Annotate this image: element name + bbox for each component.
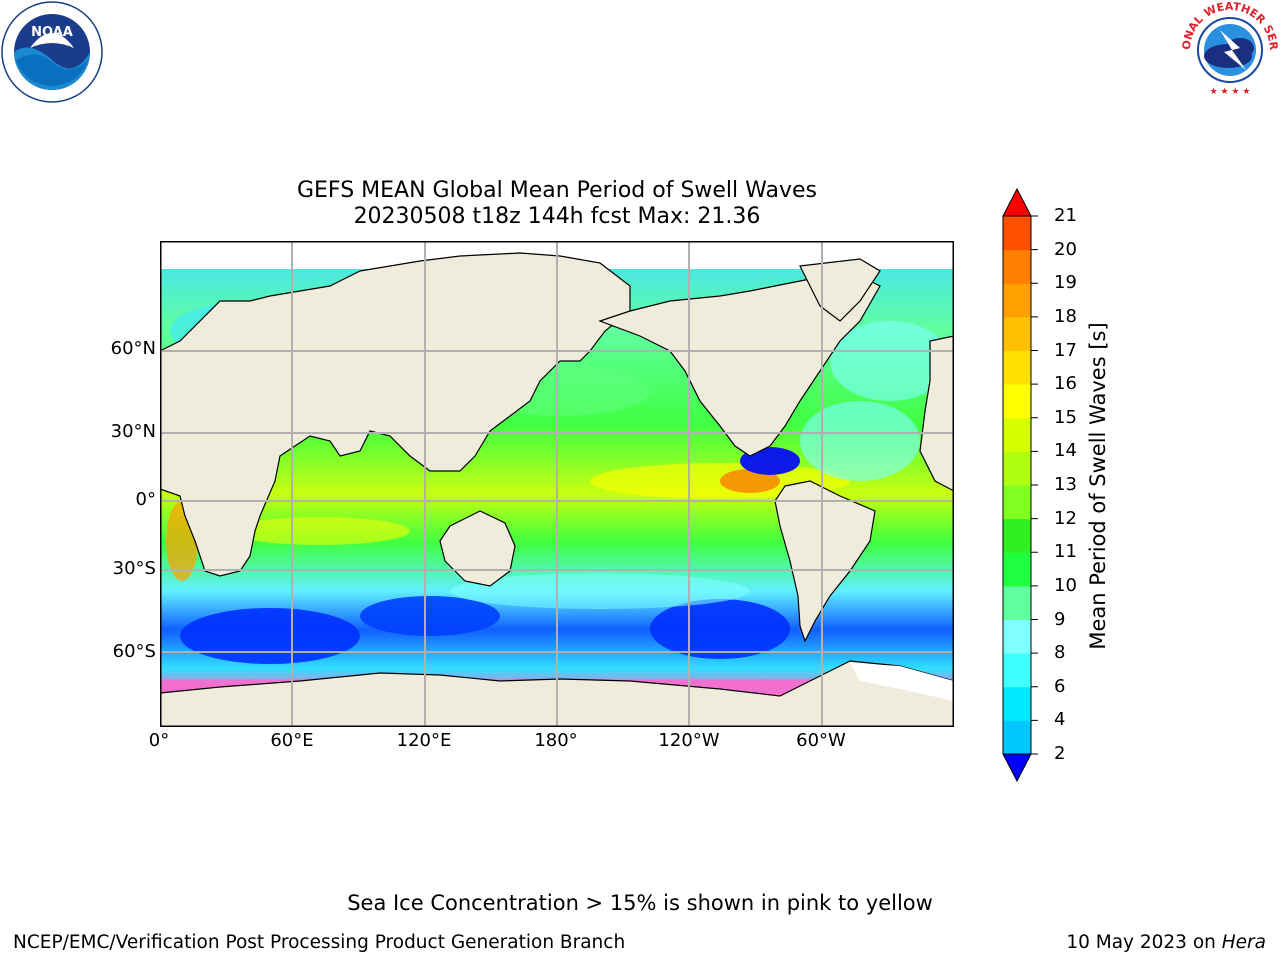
colorbar-tick-label: 6 (1054, 675, 1066, 697)
colorbar-segment (1003, 518, 1031, 553)
colorbar-label: Mean Period of Swell Waves [s] (1086, 322, 1110, 650)
graticule (160, 241, 954, 727)
colorbar-tick-label: 10 (1054, 574, 1077, 596)
sea-ice-note: Sea Ice Concentration > 15% is shown in … (347, 891, 933, 915)
footer-machine: Hera (1221, 932, 1266, 953)
lon-label-60w: 60°W (796, 730, 846, 751)
map-panel (159, 240, 955, 728)
lon-label-120e: 120°E (396, 730, 452, 751)
colorbar-segment (1003, 451, 1031, 486)
colorbar-tick-label: 16 (1054, 373, 1077, 395)
land-masses (160, 252, 954, 727)
colorbar-segment (1003, 350, 1031, 385)
colorbar-segment (1003, 585, 1031, 620)
lon-label-120w: 120°W (658, 730, 720, 751)
colorbar-segment (1003, 686, 1031, 721)
colorbar-segment (1003, 316, 1031, 351)
colorbar-tick-label: 19 (1054, 272, 1077, 294)
colorbar-over-arrow (1002, 187, 1032, 217)
colorbar-segment (1003, 720, 1031, 755)
colorbar-tick-label: 8 (1054, 642, 1066, 664)
noaa-logo-text: NOAA (31, 25, 73, 40)
lat-label-60s: 60°S (112, 641, 156, 662)
chart-subtitle: 20230508 t18z 144h fcst Max: 21.36 (353, 204, 761, 229)
colorbar-tick-label: 20 (1054, 238, 1077, 260)
colorbar-tick-label: 11 (1054, 541, 1077, 563)
colorbar-segment (1003, 653, 1031, 688)
lat-label-30n: 30°N (110, 421, 156, 442)
lon-label-0: 0° (148, 730, 170, 751)
svg-text:★ ★ ★ ★: ★ ★ ★ ★ (1210, 87, 1251, 97)
lat-label-60n: 60°N (110, 338, 156, 359)
colorbar-segment (1003, 485, 1031, 520)
footer-date: 10 May 2023 on (1066, 932, 1222, 953)
colorbar (1000, 186, 1040, 786)
colorbar-tick-label: 15 (1054, 406, 1077, 428)
chart-title: GEFS MEAN Global Mean Period of Swell Wa… (296, 178, 817, 203)
colorbar-segment (1003, 384, 1031, 419)
colorbar-segment (1003, 619, 1031, 654)
lat-label-30s: 30°S (112, 558, 156, 579)
colorbar-segment (1003, 417, 1031, 452)
colorbar-segment (1003, 216, 1031, 251)
colorbar-tick-label: 17 (1054, 339, 1077, 361)
lon-label-60e: 60°E (270, 730, 314, 751)
colorbar-under-arrow (1002, 753, 1032, 783)
colorbar-tick-label: 2 (1054, 743, 1066, 764)
colorbar-tick-label: 18 (1054, 305, 1077, 327)
colorbar-segment (1003, 249, 1031, 284)
colorbar-tick-label: 14 (1054, 440, 1077, 462)
footer-date-machine: 10 May 2023 on Hera (1066, 932, 1266, 953)
nws-logo: NATIONAL WEATHER SERVICE ★ ★ ★ ★ (1175, 0, 1280, 100)
noaa-logo: NOAA (0, 0, 104, 104)
colorbar-tick-label: 21 (1054, 205, 1077, 226)
colorbar-tick-label: 12 (1054, 507, 1077, 529)
colorbar-tick-label: 9 (1054, 608, 1066, 630)
colorbar-segment (1003, 552, 1031, 587)
lat-label-eq: 0° (135, 489, 156, 510)
lon-label-180: 180° (534, 730, 578, 751)
footer-branch: NCEP/EMC/Verification Post Processing Pr… (13, 932, 626, 953)
colorbar-tick-label: 4 (1054, 709, 1066, 731)
colorbar-tick-label: 13 (1054, 474, 1077, 495)
map-frame (159, 240, 955, 728)
colorbar-segment (1003, 283, 1031, 318)
